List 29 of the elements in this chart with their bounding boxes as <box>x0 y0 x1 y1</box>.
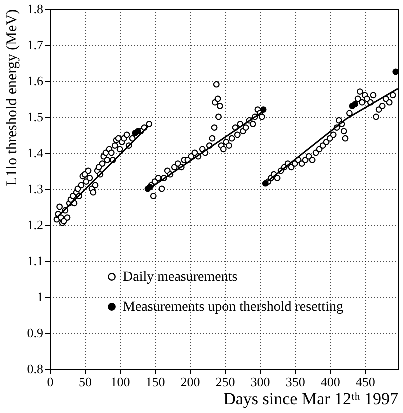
x-tick-label: 300 <box>250 374 270 390</box>
x-tick-label: 0 <box>47 374 54 390</box>
x-tick-label: 250 <box>216 374 236 390</box>
point <box>260 106 267 113</box>
x-axis-title: Days since Mar 12ᵗʰ 1997 <box>224 390 399 408</box>
x-tick-label: 450 <box>356 374 376 390</box>
x-tick-label: 50 <box>79 374 92 390</box>
y-tick-label: 1.1 <box>27 254 44 268</box>
x-tick-label: 200 <box>180 374 200 390</box>
legend-label: Measurements upon thershold resetting <box>123 300 344 315</box>
y-axis-title: L1lo threshold energy (MeV) <box>4 10 20 186</box>
point <box>392 68 400 76</box>
x-tick-label: 100 <box>110 374 130 390</box>
x-tick-label: 350 <box>286 374 306 390</box>
y-tick-label: 1.2 <box>27 218 44 232</box>
y-tick-label: 1.6 <box>27 74 44 88</box>
y-tick-label: 1 <box>37 290 44 304</box>
y-tick-label: 1.8 <box>27 2 44 16</box>
y-tick-label: 1.7 <box>27 38 44 52</box>
y-tick-label: 0.9 <box>27 326 44 340</box>
legend-label: Daily measurements <box>123 270 238 285</box>
point <box>352 101 358 108</box>
y-tick-label: 1.4 <box>27 146 44 160</box>
y-tick-label: 1.5 <box>27 110 44 124</box>
point <box>135 128 142 135</box>
y-tick-label: 0.8 <box>27 362 44 376</box>
y-tick-label: 1.3 <box>27 182 44 196</box>
x-tick-label: 400 <box>320 374 340 390</box>
x-tick-label: 150 <box>146 374 166 390</box>
